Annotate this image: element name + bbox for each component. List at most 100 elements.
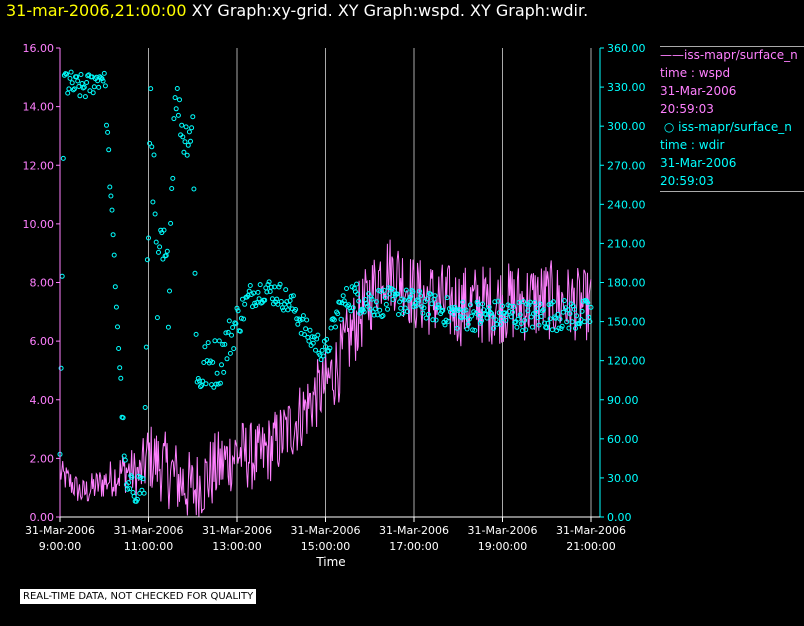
wdir-point [134, 496, 140, 502]
wdir-point [532, 300, 538, 305]
wdir-point [380, 313, 386, 319]
wdir-point [219, 362, 224, 368]
legend-series-2-var: time : wdir [660, 138, 725, 152]
wdir-point [71, 86, 77, 92]
wdir-point [247, 283, 253, 288]
wdir-point [379, 314, 385, 319]
wdir-point [213, 381, 219, 387]
wdir-point [470, 327, 476, 333]
wdir-point [439, 308, 445, 314]
left-axis-tick-label: 10.00 [23, 218, 55, 231]
wdir-point [168, 220, 174, 226]
wdir-point [113, 304, 119, 310]
wdir-point [429, 301, 435, 307]
wdir-point [511, 303, 517, 309]
wdir-point [557, 316, 563, 322]
wdir-point [296, 316, 302, 322]
wdir-point [330, 316, 336, 322]
wdir-point [172, 95, 178, 101]
wdir-point [99, 76, 105, 82]
x-axis-tick-time: 9:00:00 [39, 540, 81, 553]
wdir-point [183, 124, 189, 130]
wdir-point [408, 294, 414, 299]
wdir-point [432, 293, 438, 299]
wdir-point [203, 381, 209, 387]
wdir-point [456, 307, 462, 313]
wdir-point [156, 249, 161, 255]
legend-series-2-date: 31-Mar-2006 [660, 156, 737, 170]
wdir-point [529, 324, 535, 330]
wdir-point [242, 301, 248, 307]
wdir-point [567, 311, 573, 317]
wdir-point [385, 306, 390, 312]
wdir-point [494, 321, 500, 327]
wdir-point [211, 384, 217, 390]
wdir-point [165, 324, 171, 330]
wdir-point [152, 211, 158, 217]
wdir-point [181, 149, 187, 155]
wdir-point [444, 295, 450, 301]
wdir-point [434, 305, 440, 311]
wdir-point [214, 370, 220, 376]
wdir-point [383, 301, 389, 307]
right-axis-tick-label: 270.00 [607, 159, 646, 172]
wdir-point [161, 227, 167, 233]
wdir-point [192, 270, 198, 276]
wdir-point [356, 298, 362, 304]
wdir-point [293, 307, 299, 312]
wdir-point [255, 289, 261, 295]
wdir-point [290, 293, 296, 299]
x-axis-tick-time: 21:00:00 [566, 540, 615, 553]
wdir-point [131, 493, 137, 499]
wdir-point [126, 480, 132, 486]
title-bar: 31-mar-2006,21:00:00 XY Graph:xy-grid. X… [6, 1, 588, 20]
wdir-point [326, 348, 332, 354]
left-axis-tick-label: 16.00 [23, 42, 55, 55]
wdir-point [108, 193, 114, 199]
wdir-point [538, 314, 544, 319]
right-axis-tick-label: 330.00 [607, 81, 646, 94]
right-axis-tick-label: 360.00 [607, 42, 646, 55]
x-axis-tick-date: 31-Mar-2006 [114, 524, 184, 537]
wdir-point [476, 312, 482, 318]
wdir-point [497, 321, 503, 327]
wdir-point [223, 330, 229, 336]
wdir-point [66, 86, 72, 92]
wdir-point [525, 308, 531, 314]
wdir-point [564, 319, 570, 325]
wdir-point [105, 129, 111, 135]
wdir-point [309, 334, 315, 340]
x-axis-tick-time: 15:00:00 [301, 540, 350, 553]
wdir-point [555, 311, 561, 317]
wdir-point [425, 311, 431, 317]
legend-border-top [660, 46, 804, 47]
wdir-point [477, 320, 483, 326]
wdir-point [366, 291, 372, 297]
wdir-point [559, 323, 565, 329]
wdir-point [226, 318, 232, 324]
wdir-point [587, 319, 593, 325]
wdir-point [588, 304, 594, 310]
wdir-point [369, 296, 375, 302]
right-axis-tick-label: 30.00 [607, 472, 639, 485]
wdir-point [75, 78, 81, 84]
wdir-point [492, 299, 498, 305]
wdir-point [234, 305, 240, 311]
wdir-point [331, 317, 337, 323]
left-axis-tick-label: 2.00 [30, 452, 55, 465]
wdir-point [387, 291, 393, 297]
right-axis-tick-label: 120.00 [607, 355, 646, 368]
wdir-point [256, 296, 262, 302]
wdir-point [210, 359, 216, 365]
wdir-point [74, 74, 80, 80]
x-axis-tick-time: 13:00:00 [212, 540, 261, 553]
wdir-point [519, 328, 525, 334]
wdir-point [440, 307, 446, 313]
wdir-point [428, 291, 434, 297]
wdir-point [561, 298, 567, 304]
wdir-point [267, 289, 273, 294]
wdir-point [149, 144, 155, 150]
wdir-point [76, 84, 82, 89]
wdir-point [144, 257, 150, 263]
